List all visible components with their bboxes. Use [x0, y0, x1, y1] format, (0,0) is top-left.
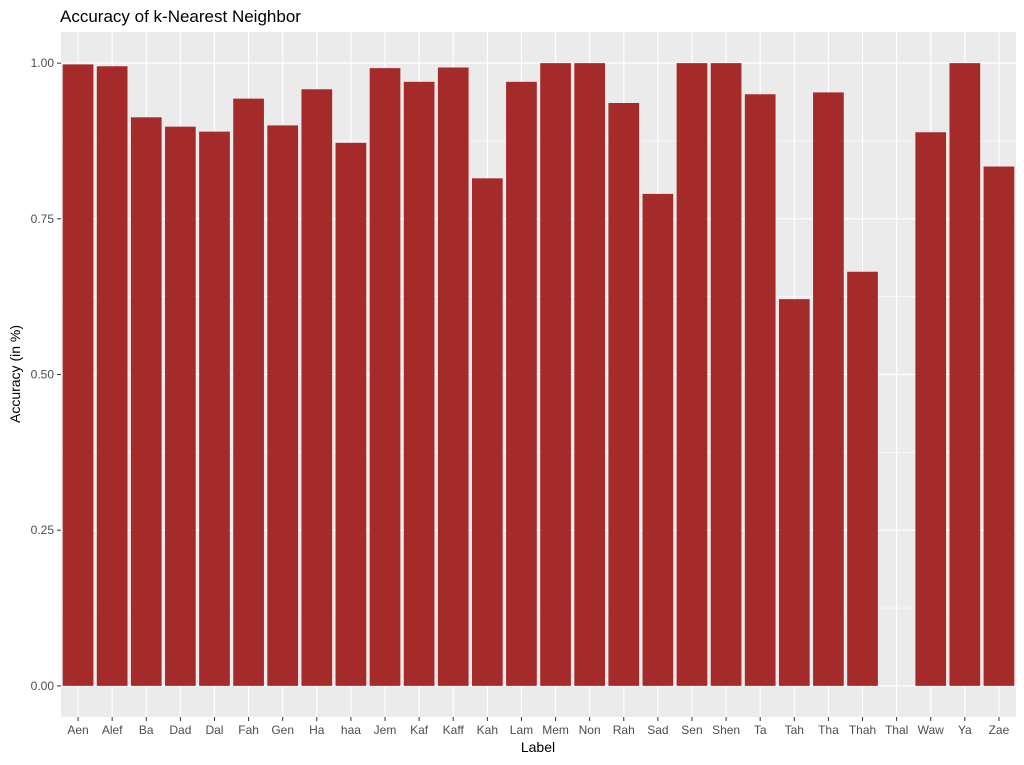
bar-gen — [267, 125, 299, 686]
x-tick-label: Alef — [102, 723, 123, 737]
bar-shen — [710, 63, 742, 686]
y-tick-label: 0.75 — [31, 212, 55, 226]
x-tick-label: Waw — [918, 723, 945, 737]
bar-kaff — [437, 67, 469, 686]
bar-zae — [983, 166, 1015, 686]
x-tick-label: Zae — [989, 723, 1010, 737]
x-tick-label: Tah — [785, 723, 804, 737]
y-tick-label: 0.00 — [31, 679, 55, 693]
bar-sen — [676, 63, 708, 686]
x-tick-label: Thah — [849, 723, 876, 737]
bar-sad — [642, 193, 674, 686]
x-tick-label: Ya — [958, 723, 972, 737]
x-tick-label: Shen — [712, 723, 740, 737]
x-tick-label: haa — [341, 723, 361, 737]
x-tick-label: Rah — [613, 723, 635, 737]
x-tick-label: Thal — [885, 723, 908, 737]
bar-dad — [165, 126, 196, 686]
bar-ba — [130, 117, 162, 686]
bar-waw — [915, 132, 947, 686]
x-tick-label: Kaff — [443, 723, 465, 737]
bar-non — [574, 63, 606, 686]
bars — [62, 63, 1015, 686]
x-tick-label: Tha — [818, 723, 839, 737]
x-tick-label: Dad — [169, 723, 191, 737]
x-tick-label: Fah — [238, 723, 259, 737]
x-tick-label: Non — [579, 723, 601, 737]
bar-tha — [813, 92, 844, 686]
y-axis: 0.00 0.25 0.50 0.75 1.00 — [31, 56, 61, 693]
bar-ha — [301, 89, 333, 686]
bar-thah — [847, 271, 878, 686]
x-tick-label: Ta — [754, 723, 767, 737]
x-tick-label: Ha — [309, 723, 325, 737]
x-axis-title: Label — [521, 739, 555, 755]
x-tick-label: Gen — [271, 723, 294, 737]
x-tick-label: Kah — [477, 723, 498, 737]
bar-kaf — [403, 81, 435, 686]
bar-kah — [471, 178, 503, 686]
y-tick-label: 1.00 — [31, 56, 55, 70]
x-tick-label: Aen — [67, 723, 88, 737]
x-tick-label: Jem — [374, 723, 397, 737]
x-tick-label: Kaf — [410, 723, 429, 737]
x-axis: Aen Alef Ba Dad Dal Fah Gen Ha haa Jem Kaf Kaff Kah L… — [67, 717, 1010, 737]
x-tick-label: Dal — [205, 723, 223, 737]
x-tick-label: Sen — [681, 723, 702, 737]
bar-haa — [335, 142, 367, 686]
bar-ta — [744, 94, 776, 686]
bar-aen — [62, 64, 94, 686]
bar-alef — [96, 66, 128, 686]
y-axis-title: Accuracy (in %) — [7, 325, 23, 423]
chart-title: Accuracy of k-Nearest Neighbor — [60, 7, 301, 26]
x-tick-label: Ba — [139, 723, 154, 737]
x-tick-label: Mem — [542, 723, 569, 737]
y-tick-label: 0.25 — [31, 523, 55, 537]
bar-lam — [506, 81, 537, 686]
y-tick-label: 0.50 — [31, 368, 55, 382]
x-tick-label: Sad — [647, 723, 668, 737]
bar-fah — [233, 98, 264, 686]
bar-rah — [608, 102, 640, 686]
bar-dal — [199, 131, 230, 686]
bar-jem — [369, 68, 401, 686]
bar-ya — [949, 63, 981, 686]
x-tick-label: Lam — [510, 723, 533, 737]
bar-mem — [540, 63, 571, 686]
bar-tah — [778, 299, 810, 686]
